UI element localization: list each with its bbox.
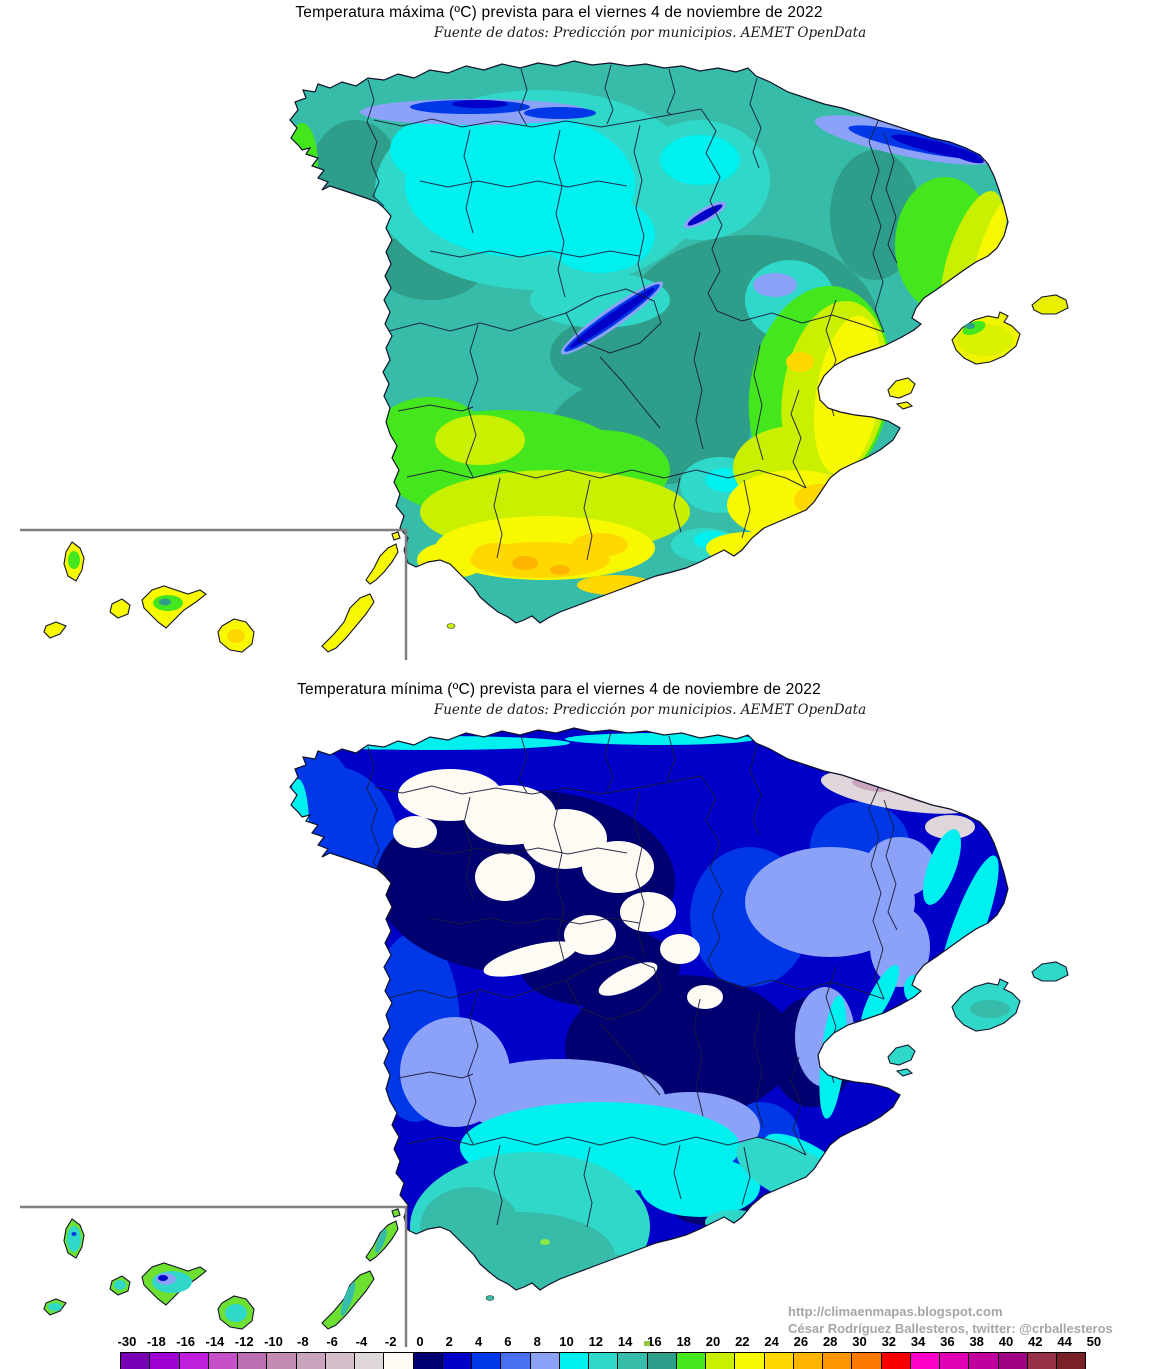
scale-swatch xyxy=(880,1353,910,1369)
scale-swatch xyxy=(968,1353,998,1369)
scale-label: -18 xyxy=(146,1334,166,1349)
scale-swatch xyxy=(295,1353,325,1369)
scale-label: -2 xyxy=(384,1334,397,1349)
scale-swatch xyxy=(734,1353,764,1369)
scale-label: 38 xyxy=(969,1334,984,1349)
scale-label: -6 xyxy=(326,1334,338,1349)
balearic-islands-max xyxy=(887,294,1069,410)
scale-label: 36 xyxy=(940,1334,955,1349)
scale-swatch xyxy=(763,1353,793,1369)
scale-swatch xyxy=(237,1353,267,1369)
scale-label: -30 xyxy=(117,1334,137,1349)
scale-label: 40 xyxy=(998,1334,1014,1349)
scale-label: 24 xyxy=(764,1334,779,1349)
scale-label: -12 xyxy=(234,1334,254,1349)
canary-inset-max xyxy=(20,528,408,660)
scale-label: 8 xyxy=(533,1334,541,1349)
attribution: http://climaenmapas.blogspot.com César R… xyxy=(788,1303,1113,1337)
min-map-subtitle: Fuente de datos: Predicción por municipi… xyxy=(433,702,867,718)
scale-swatch xyxy=(121,1353,150,1369)
scale-swatch xyxy=(822,1353,852,1369)
scale-label: -10 xyxy=(264,1334,283,1349)
min-temperature-map xyxy=(289,727,1069,1301)
scale-swatch xyxy=(1056,1353,1086,1369)
ceuta-dot xyxy=(485,1295,495,1301)
scale-swatch xyxy=(149,1353,179,1369)
scale-swatch xyxy=(471,1353,501,1369)
min-map-title: Temperatura mínima (ºC) prevista para el… xyxy=(297,681,821,698)
ceuta-dot xyxy=(446,623,456,629)
scale-label: 28 xyxy=(822,1334,838,1349)
scale-swatch xyxy=(500,1353,530,1369)
scale-swatch xyxy=(675,1353,705,1369)
scale-label: -8 xyxy=(297,1334,309,1349)
scale-swatch xyxy=(412,1353,442,1369)
scale-label: 16 xyxy=(647,1334,662,1349)
scale-swatch xyxy=(588,1353,618,1369)
attribution-url: http://climaenmapas.blogspot.com xyxy=(788,1304,1003,1319)
scale-swatch xyxy=(617,1353,647,1369)
stray-map-speck xyxy=(644,1341,650,1346)
scale-swatch xyxy=(939,1353,969,1369)
max-temperature-map xyxy=(20,60,1069,660)
scale-label: 4 xyxy=(474,1334,483,1349)
scale-swatch xyxy=(558,1353,588,1369)
scale-label: 30 xyxy=(852,1334,867,1349)
scale-swatch xyxy=(207,1353,237,1369)
scale-label: 12 xyxy=(588,1334,604,1349)
scale-swatch xyxy=(529,1353,559,1369)
scale-swatch xyxy=(646,1353,676,1369)
max-map-title: Temperatura máxima (ºC) prevista para el… xyxy=(295,4,823,21)
scale-swatch xyxy=(1026,1353,1056,1369)
scale-label: 2 xyxy=(445,1334,453,1349)
scale-label: 10 xyxy=(559,1334,574,1349)
scale-swatch xyxy=(441,1353,471,1369)
scale-swatch xyxy=(383,1353,413,1369)
scale-swatch xyxy=(792,1353,822,1369)
scale-swatch xyxy=(997,1353,1027,1369)
scale-label: 6 xyxy=(504,1334,512,1349)
scale-swatch xyxy=(324,1353,354,1369)
max-map-subtitle: Fuente de datos: Predicción por municipi… xyxy=(433,25,867,41)
scale-swatch xyxy=(266,1353,296,1369)
scale-swatch xyxy=(354,1353,384,1369)
scale-label: -4 xyxy=(355,1334,368,1349)
scale-label: 34 xyxy=(910,1334,926,1349)
scale-label: 44 xyxy=(1057,1334,1072,1349)
scale-label: 50 xyxy=(1086,1334,1102,1349)
balearic-islands-min xyxy=(887,961,1069,1077)
scale-swatch xyxy=(851,1353,881,1369)
colorbar-labels: -30 -18 -16 -14 -12 -10 -8 -6 -4 -2 0 2 4 6 8 10 12 14 16 1… xyxy=(0,1334,1170,1350)
scale-label: 22 xyxy=(735,1334,750,1349)
scale-label: 20 xyxy=(705,1334,721,1349)
scale-label: 32 xyxy=(881,1334,897,1349)
colorbar xyxy=(120,1352,1086,1369)
scale-label: 18 xyxy=(676,1334,691,1349)
scale-swatch xyxy=(178,1353,208,1369)
scale-swatch xyxy=(705,1353,735,1369)
scale-label: -14 xyxy=(205,1334,225,1349)
attribution-author: César Rodríguez Ballesteros, twitter: @c… xyxy=(788,1321,1113,1336)
scale-label: -16 xyxy=(176,1334,195,1349)
canary-inset-min xyxy=(20,1205,408,1347)
scale-swatch xyxy=(909,1353,939,1369)
inset-border xyxy=(20,528,408,660)
scale-label: 14 xyxy=(617,1334,633,1349)
scale-label: 26 xyxy=(793,1334,809,1349)
inset-border xyxy=(20,1205,408,1347)
scale-label: 42 xyxy=(1028,1334,1043,1349)
scale-label: 0 xyxy=(416,1334,424,1349)
